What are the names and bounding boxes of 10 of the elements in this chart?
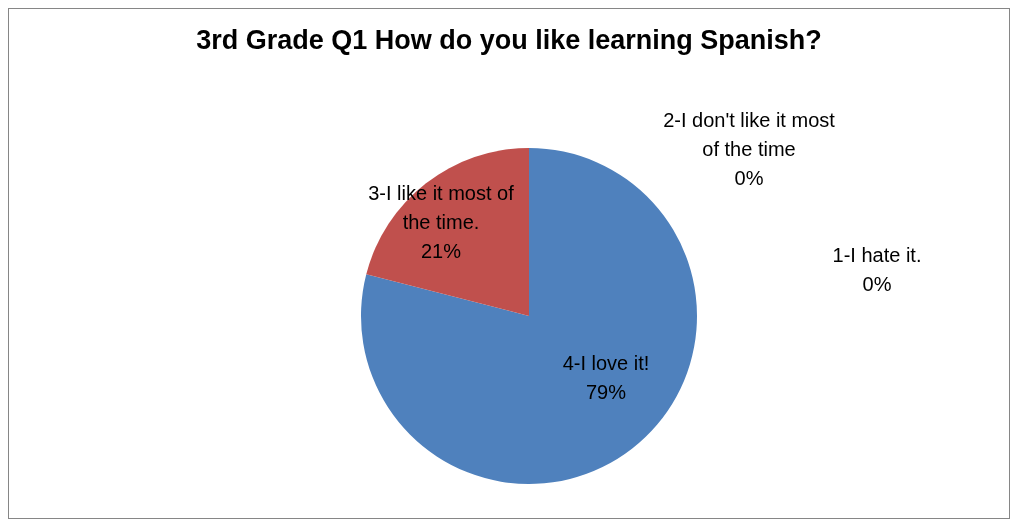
- data-label: 21%: [420, 239, 462, 264]
- pie-slice: [361, 148, 697, 484]
- slice-label: 4-I love it!: [561, 351, 651, 376]
- pie-slice: [366, 148, 529, 316]
- data-label: 79%: [585, 380, 627, 405]
- category-label: 2-I don't like it most of the time: [663, 109, 835, 160]
- chart-title: 3rd Grade Q1 How do you like learning Spanish?: [195, 25, 823, 56]
- text: 0%: [734, 167, 764, 189]
- text: 0%: [862, 273, 892, 295]
- category-label: 1-I hate it.: [832, 244, 922, 266]
